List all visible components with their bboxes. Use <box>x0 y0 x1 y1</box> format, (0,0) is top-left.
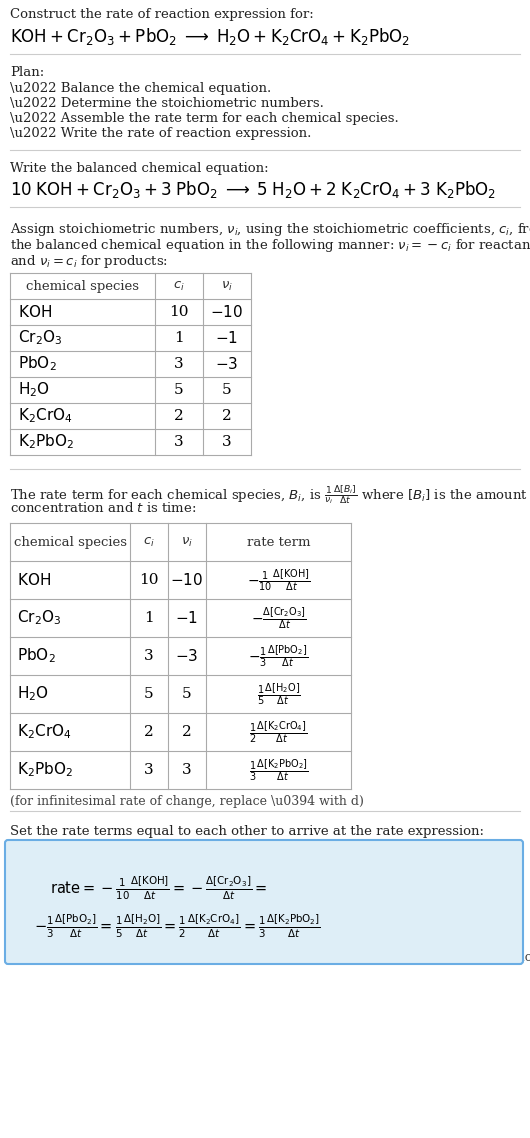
Text: 3: 3 <box>174 435 184 450</box>
Text: $\nu_i$: $\nu_i$ <box>181 536 193 549</box>
Text: $\mathrm{PbO_2}$: $\mathrm{PbO_2}$ <box>17 646 56 666</box>
Text: $-\frac{1}{3}\frac{\Delta[\mathrm{PbO_2}]}{\Delta t} = \frac{1}{5}\frac{\Delta[\: $-\frac{1}{3}\frac{\Delta[\mathrm{PbO_2}… <box>34 913 321 940</box>
Text: \u2022 Assemble the rate term for each chemical species.: \u2022 Assemble the rate term for each c… <box>10 112 399 125</box>
Text: $c_i$: $c_i$ <box>173 280 185 292</box>
Text: $-1$: $-1$ <box>175 610 199 626</box>
Text: 5: 5 <box>182 687 192 701</box>
Text: Set the rate terms equal to each other to arrive at the rate expression:: Set the rate terms equal to each other t… <box>10 825 484 838</box>
Bar <box>10 273 251 455</box>
Text: $-10$: $-10$ <box>210 304 244 320</box>
Text: $\frac{1}{5}\frac{\Delta[\mathrm{H_2O}]}{\Delta t}$: $\frac{1}{5}\frac{\Delta[\mathrm{H_2O}]}… <box>257 682 301 707</box>
Text: $c_i$: $c_i$ <box>143 536 155 549</box>
Text: $-10$: $-10$ <box>171 572 204 588</box>
Text: 10: 10 <box>139 574 159 587</box>
Text: \u2022 Balance the chemical equation.: \u2022 Balance the chemical equation. <box>10 82 271 94</box>
Text: Construct the rate of reaction expression for:: Construct the rate of reaction expressio… <box>10 8 314 20</box>
Text: (assuming constant volume and no accumulation of intermediates or side products): (assuming constant volume and no accumul… <box>18 951 530 964</box>
Text: Plan:: Plan: <box>10 66 44 79</box>
Text: The rate term for each chemical species, $B_i$, is $\frac{1}{\nu_i}\frac{\Delta[: The rate term for each chemical species,… <box>10 483 528 506</box>
Text: $\mathrm{K_2CrO_4}$: $\mathrm{K_2CrO_4}$ <box>17 723 72 741</box>
Text: (for infinitesimal rate of change, replace \u0394 with d): (for infinitesimal rate of change, repla… <box>10 795 364 808</box>
Text: the balanced chemical equation in the following manner: $\nu_i = -c_i$ for react: the balanced chemical equation in the fo… <box>10 237 530 254</box>
Text: $\mathrm{Cr_2O_3}$: $\mathrm{Cr_2O_3}$ <box>17 609 61 627</box>
Text: 2: 2 <box>174 409 184 423</box>
Text: Answer:: Answer: <box>18 854 79 867</box>
Text: $\mathrm{K_2PbO_2}$: $\mathrm{K_2PbO_2}$ <box>18 432 74 452</box>
Text: 1: 1 <box>144 611 154 625</box>
Text: $\frac{1}{2}\frac{\Delta[\mathrm{K_2CrO_4}]}{\Delta t}$: $\frac{1}{2}\frac{\Delta[\mathrm{K_2CrO_… <box>249 719 308 745</box>
Text: chemical species: chemical species <box>13 536 127 549</box>
Text: 10: 10 <box>169 305 189 319</box>
Text: 2: 2 <box>182 725 192 739</box>
Text: $\mathrm{H_2O}$: $\mathrm{H_2O}$ <box>18 380 50 399</box>
Text: and $\nu_i = c_i$ for products:: and $\nu_i = c_i$ for products: <box>10 253 168 270</box>
Bar <box>10 523 351 789</box>
Text: concentration and $t$ is time:: concentration and $t$ is time: <box>10 501 197 516</box>
Text: \u2022 Write the rate of reaction expression.: \u2022 Write the rate of reaction expres… <box>10 127 312 140</box>
Text: 3: 3 <box>222 435 232 450</box>
Text: $\mathrm{H_2O}$: $\mathrm{H_2O}$ <box>17 685 49 703</box>
Text: $\mathrm{KOH}$: $\mathrm{KOH}$ <box>17 572 51 588</box>
Text: $\mathrm{K_2CrO_4}$: $\mathrm{K_2CrO_4}$ <box>18 406 73 426</box>
Text: Write the balanced chemical equation:: Write the balanced chemical equation: <box>10 162 269 175</box>
Text: rate term: rate term <box>247 536 310 549</box>
Text: $\mathrm{K_2PbO_2}$: $\mathrm{K_2PbO_2}$ <box>17 760 73 780</box>
Text: 5: 5 <box>222 384 232 397</box>
Text: $\mathrm{KOH + Cr_2O_3 + PbO_2 \;\longrightarrow\; H_2O + K_2CrO_4 + K_2PbO_2}$: $\mathrm{KOH + Cr_2O_3 + PbO_2 \;\longri… <box>10 26 410 47</box>
Text: $-3$: $-3$ <box>215 356 238 372</box>
Text: 3: 3 <box>182 762 192 777</box>
Text: $\nu_i$: $\nu_i$ <box>221 280 233 292</box>
Text: $\frac{1}{3}\frac{\Delta[\mathrm{K_2PbO_2}]}{\Delta t}$: $\frac{1}{3}\frac{\Delta[\mathrm{K_2PbO_… <box>249 757 308 783</box>
Text: 3: 3 <box>174 357 184 371</box>
Text: $\mathrm{rate} = -\frac{1}{10}\frac{\Delta[\mathrm{KOH}]}{\Delta t} = -\frac{\De: $\mathrm{rate} = -\frac{1}{10}\frac{\Del… <box>50 875 267 902</box>
Text: $-\frac{\Delta[\mathrm{Cr_2O_3}]}{\Delta t}$: $-\frac{\Delta[\mathrm{Cr_2O_3}]}{\Delta… <box>251 605 306 630</box>
Text: \u2022 Determine the stoichiometric numbers.: \u2022 Determine the stoichiometric numb… <box>10 97 324 110</box>
Text: 3: 3 <box>144 762 154 777</box>
Text: $\mathrm{KOH}$: $\mathrm{KOH}$ <box>18 304 52 320</box>
Text: $-1$: $-1$ <box>216 330 238 346</box>
Text: 2: 2 <box>222 409 232 423</box>
Text: 2: 2 <box>144 725 154 739</box>
Text: chemical species: chemical species <box>26 280 139 292</box>
Text: 1: 1 <box>174 331 184 345</box>
Text: $\mathrm{Cr_2O_3}$: $\mathrm{Cr_2O_3}$ <box>18 329 63 347</box>
Text: $\mathrm{10\;KOH + Cr_2O_3 + 3\;PbO_2 \;\longrightarrow\; 5\;H_2O + 2\;K_2CrO_4 : $\mathrm{10\;KOH + Cr_2O_3 + 3\;PbO_2 \;… <box>10 179 496 200</box>
Text: $-\frac{1}{10}\frac{\Delta[\mathrm{KOH}]}{\Delta t}$: $-\frac{1}{10}\frac{\Delta[\mathrm{KOH}]… <box>247 567 310 593</box>
Text: 5: 5 <box>144 687 154 701</box>
Text: $\mathrm{PbO_2}$: $\mathrm{PbO_2}$ <box>18 355 57 373</box>
Text: Assign stoichiometric numbers, $\nu_i$, using the stoichiometric coefficients, $: Assign stoichiometric numbers, $\nu_i$, … <box>10 221 530 238</box>
Text: $-3$: $-3$ <box>175 648 199 663</box>
Text: 5: 5 <box>174 384 184 397</box>
FancyBboxPatch shape <box>5 840 523 964</box>
Text: $-\frac{1}{3}\frac{\Delta[\mathrm{PbO_2}]}{\Delta t}$: $-\frac{1}{3}\frac{\Delta[\mathrm{PbO_2}… <box>249 643 308 669</box>
Text: 3: 3 <box>144 649 154 663</box>
